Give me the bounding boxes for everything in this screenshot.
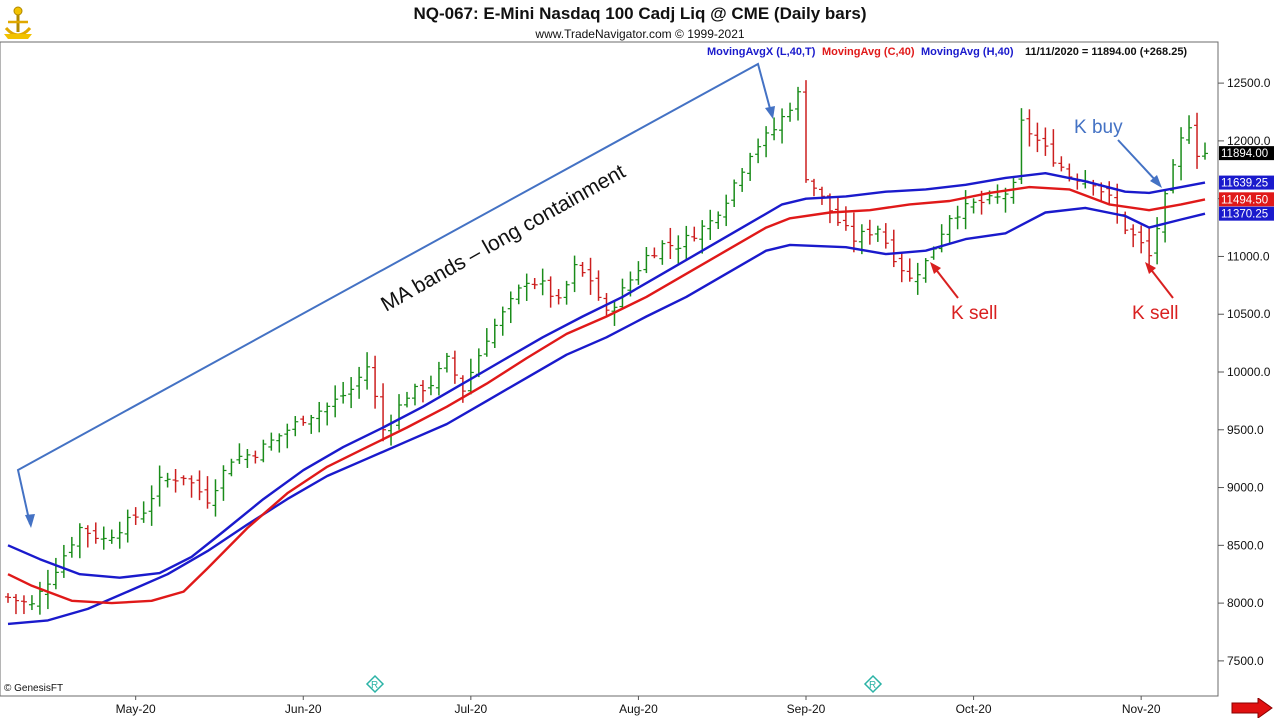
- last-price-tag: 11894.00: [1221, 148, 1268, 160]
- lower-band-tag-bg: [1219, 206, 1274, 221]
- k-buy-arrow: [1117, 139, 1159, 184]
- y-tick-label: 11000.0: [1227, 249, 1270, 263]
- k-buy-label: K buy: [1074, 117, 1123, 138]
- copyright-label: © GenesisFT: [4, 683, 63, 694]
- upper-band-tag-bg: [1219, 175, 1274, 190]
- legend-item-movingavg-close: MovingAvg (C,40): [822, 46, 915, 58]
- k-buy-arrowhead: [1150, 175, 1162, 188]
- svg-text:R: R: [869, 680, 876, 691]
- x-tick-label: Aug-20: [619, 702, 658, 716]
- svg-text:R: R: [371, 680, 378, 691]
- y-tick-label: 8500.0: [1227, 538, 1264, 552]
- x-axis-band: [0, 697, 1218, 720]
- y-tick-label: 9000.0: [1227, 481, 1264, 495]
- y-axis: 7500.0 8000.0 8500.0 9000.0 9500.0 10000.0 105…: [1218, 76, 1271, 668]
- lower-band-tag: 11370.25: [1221, 209, 1268, 221]
- ma-lower-band-line: [7, 206, 1206, 626]
- k-sell-label-1: K sell: [951, 303, 997, 324]
- x-tick-label: May-20: [116, 702, 156, 716]
- y-tick-label: 12500.0: [1227, 76, 1271, 90]
- ma-bands-arrowhead-left: [25, 514, 35, 528]
- k-sell-arrow-2: [1148, 266, 1174, 299]
- x-tick-label: Jun-20: [285, 702, 322, 716]
- k-sell-label-2: K sell: [1132, 303, 1178, 324]
- legend-item-movingavg-high: MovingAvg (H,40): [921, 46, 1014, 58]
- x-tick-label: Jul-20: [454, 702, 487, 716]
- price-tags: 11894.00 11639.25 11494.50 11370.25: [1219, 146, 1274, 221]
- y-tick-label: 10000.0: [1227, 365, 1271, 379]
- plot-frame: [0, 41, 1219, 697]
- upper-band-tag: 11639.25: [1221, 178, 1268, 190]
- x-tick-label: Oct-20: [956, 702, 992, 716]
- ma-bands-arrow: [16, 62, 773, 525]
- moving-average-lines: [7, 171, 1206, 626]
- event-marker-r[interactable]: R: [863, 674, 883, 694]
- ma-upper-band-line: [7, 171, 1206, 579]
- y-tick-label: 8000.0: [1227, 596, 1264, 610]
- ma-bands-arrowhead-right: [765, 106, 775, 119]
- legend-last-price: 11/11/2020 = 11894.00 (+268.25): [1025, 46, 1187, 58]
- y-tick-label: 10500.0: [1227, 307, 1271, 321]
- chart-title: NQ-067: E-Mini Nasdaq 100 Cadj Liq @ CME…: [413, 4, 867, 23]
- x-tick-label: Sep-20: [787, 702, 826, 716]
- last-price-tag-bg: [1219, 146, 1274, 161]
- event-marker-r[interactable]: R: [365, 674, 385, 694]
- y-tick-label: 7500.0: [1227, 654, 1264, 668]
- ma-close-line: [7, 185, 1206, 605]
- k-sell-arrow-1: [933, 266, 959, 299]
- y-tick-label: 12000.0: [1227, 134, 1271, 148]
- tradenavigator-logo: [4, 6, 32, 39]
- x-tick-label: Nov-20: [1122, 702, 1161, 716]
- chart-subtitle: www.TradeNavigator.com © 1999-2021: [535, 27, 745, 41]
- x-axis: May-20 Jun-20 Jul-20 Aug-20 Sep-20 Oct-20 Nov-…: [116, 696, 1161, 716]
- y-tick-label: 9500.0: [1227, 423, 1264, 437]
- k-sell-arrowhead-2: [1145, 262, 1156, 274]
- legend-item-movingavgx-low: MovingAvgX (L,40,T): [707, 46, 816, 58]
- k-sell-arrowhead-1: [930, 262, 941, 274]
- close-ma-tag-bg: [1219, 192, 1274, 207]
- scroll-right-arrow-icon[interactable]: [1230, 698, 1274, 718]
- close-ma-tag: 11494.50: [1221, 194, 1268, 206]
